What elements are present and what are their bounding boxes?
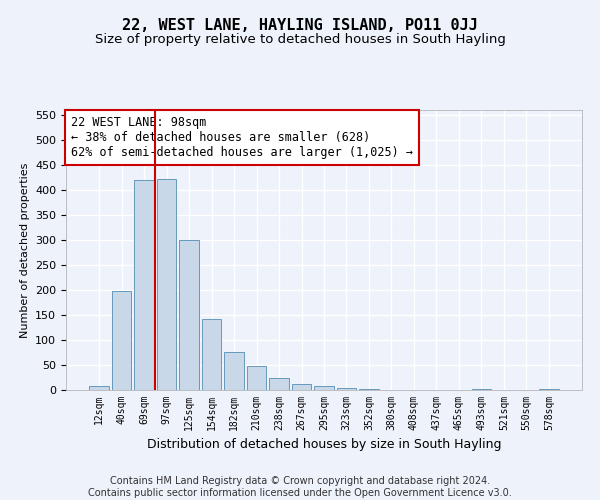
Bar [337,388,356,390]
Text: Contains HM Land Registry data © Crown copyright and database right 2024.
Contai: Contains HM Land Registry data © Crown c… [88,476,512,498]
Bar [202,318,221,390]
Y-axis label: Number of detached properties: Number of detached properties [20,162,29,338]
Bar [359,388,379,390]
Bar [112,291,131,390]
Text: 22, WEST LANE, HAYLING ISLAND, PO11 0JJ: 22, WEST LANE, HAYLING ISLAND, PO11 0JJ [122,18,478,32]
Bar [224,352,244,390]
Bar [247,366,266,390]
Text: 22 WEST LANE: 98sqm
← 38% of detached houses are smaller (628)
62% of semi-detac: 22 WEST LANE: 98sqm ← 38% of detached ho… [71,116,413,158]
Bar [134,180,154,390]
Bar [539,388,559,390]
Bar [179,240,199,390]
Bar [157,179,176,390]
Bar [89,386,109,390]
Bar [472,388,491,390]
Bar [292,384,311,390]
Text: Size of property relative to detached houses in South Hayling: Size of property relative to detached ho… [95,32,505,46]
Bar [269,378,289,390]
X-axis label: Distribution of detached houses by size in South Hayling: Distribution of detached houses by size … [147,438,501,452]
Bar [314,386,334,390]
